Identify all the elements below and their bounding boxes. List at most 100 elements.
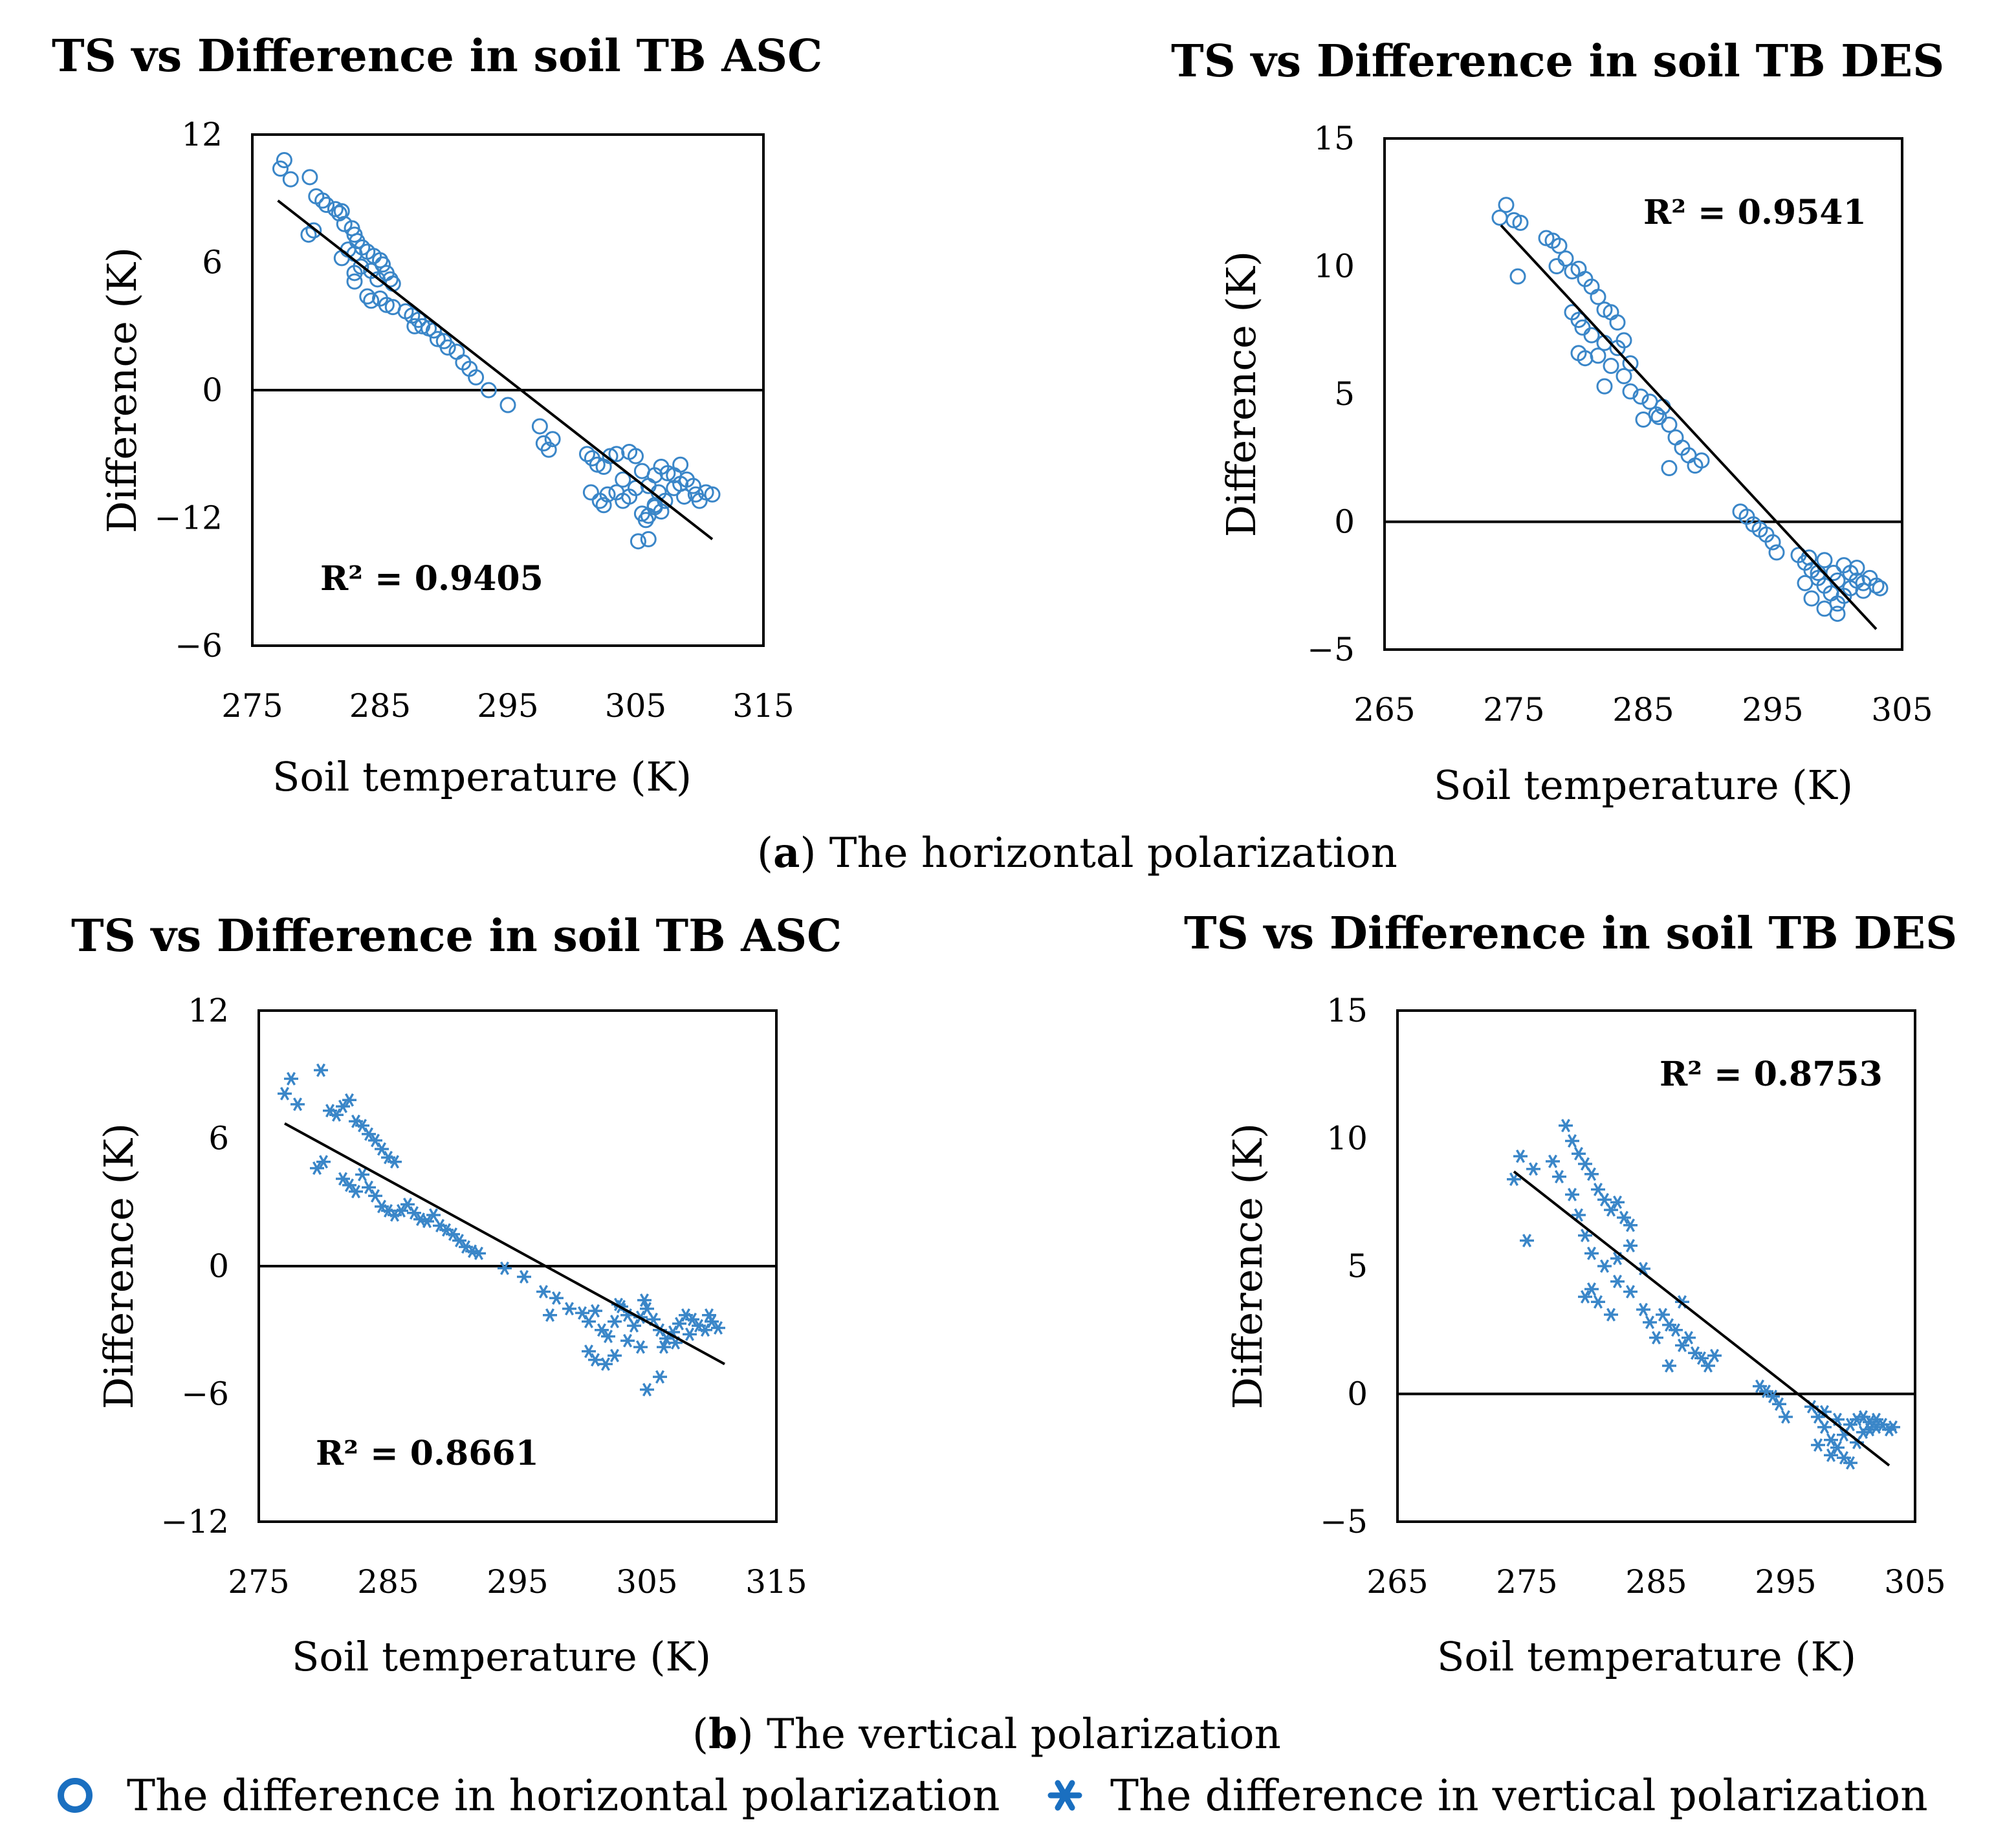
caption-a-letter: a <box>773 829 800 877</box>
data-point-star <box>1604 1203 1618 1217</box>
chart-title: TS vs Difference in soil TB ASC <box>52 30 822 82</box>
trend-line <box>277 199 714 540</box>
y-tick-label: 12 <box>181 116 223 153</box>
data-point-circle <box>646 467 663 484</box>
data-point-star <box>420 1214 434 1229</box>
x-tick-label: 315 <box>732 687 794 725</box>
x-tick-label: 285 <box>357 1563 419 1601</box>
data-point-star <box>640 1383 654 1397</box>
data-point-star <box>314 1063 328 1077</box>
data-point-star <box>342 1093 356 1107</box>
x-tick-label: 295 <box>1755 1563 1816 1601</box>
data-point-circle <box>1872 580 1889 597</box>
data-point-star <box>1565 1187 1579 1201</box>
caption-a: (a) The horizontal polarization <box>757 829 1397 877</box>
data-point-circle <box>615 471 631 488</box>
data-point-star <box>394 1204 408 1218</box>
data-point-circle <box>1632 388 1649 405</box>
data-point-star <box>1623 1285 1638 1298</box>
data-point-circle <box>1650 409 1667 426</box>
data-point-star <box>608 1315 622 1328</box>
data-point-star <box>595 1323 609 1337</box>
data-point-circle <box>1616 367 1632 384</box>
y-tick-label: −6 <box>175 627 223 664</box>
data-point-star <box>582 1344 596 1359</box>
data-point-star <box>1578 1157 1592 1171</box>
data-point-star <box>1578 1229 1592 1243</box>
data-point-circle <box>448 344 465 360</box>
data-point-star <box>1623 1238 1638 1253</box>
caption-a-text: The horizontal polarization <box>829 829 1397 877</box>
data-point-star <box>362 1127 376 1141</box>
data-point-star <box>349 1185 363 1199</box>
data-point-star <box>633 1340 648 1354</box>
caption-b: (b) The vertical polarization <box>692 1710 1281 1758</box>
data-point-circle <box>659 465 676 481</box>
y-tick-label: 0 <box>202 371 223 409</box>
data-point-star <box>329 1108 344 1122</box>
data-point-star <box>1591 1295 1605 1309</box>
y-tick-labels: 15 10 5 0 −5 <box>1307 120 1355 668</box>
data-point-star <box>400 1198 415 1211</box>
data-point-circle <box>697 484 714 501</box>
x-tick-label: 295 <box>477 687 538 725</box>
x-tick-labels: 265 275 285 295 305 <box>1366 1563 1945 1601</box>
data-point-circle <box>704 486 721 503</box>
data-point-star <box>1597 1192 1612 1207</box>
data-point-star <box>362 1180 376 1194</box>
data-point-circle <box>314 192 331 209</box>
data-point-star <box>1636 1302 1650 1317</box>
data-point-circle <box>1583 327 1600 344</box>
data-point-star <box>368 1134 382 1148</box>
data-point-star <box>562 1302 576 1316</box>
data-point-circle <box>327 201 344 217</box>
data-point-circle <box>1661 416 1678 433</box>
data-point-circle <box>595 497 612 514</box>
y-tick-label: 15 <box>1313 120 1355 157</box>
legend-horizontal-label: The difference in horizontal polarizatio… <box>127 1771 1000 1821</box>
data-point-circle <box>1498 197 1515 214</box>
data-point-star <box>1520 1234 1534 1247</box>
data-point-circle <box>578 446 595 463</box>
y-axis-label: Difference (K) <box>1218 251 1265 537</box>
data-point-circle <box>1693 452 1710 469</box>
data-point-star <box>1707 1348 1722 1363</box>
data-point-star <box>1863 1423 1877 1437</box>
y-tick-label: 0 <box>1347 1375 1368 1413</box>
r-squared-label: R² = 0.9405 <box>320 559 543 598</box>
data-point-star <box>1669 1323 1683 1337</box>
x-tick-label: 305 <box>616 1563 677 1601</box>
caption-b-text: The vertical polarization <box>767 1711 1281 1758</box>
data-point-star <box>407 1206 421 1220</box>
data-point-circle <box>1551 237 1568 254</box>
data-point-star <box>588 1353 602 1367</box>
data-point-circle <box>602 448 619 465</box>
data-point-star <box>1682 1331 1696 1345</box>
data-point-circle <box>1590 289 1606 305</box>
scatter-points <box>1507 1119 1900 1470</box>
data-point-circle <box>1603 358 1619 375</box>
data-point-star <box>1610 1195 1625 1209</box>
r-squared-label: R² = 0.8753 <box>1660 1055 1883 1094</box>
data-point-star <box>498 1261 512 1275</box>
data-point-circle <box>439 339 456 356</box>
data-point-circle <box>1596 378 1613 395</box>
data-point-circle <box>1622 355 1639 372</box>
data-point-star <box>608 1348 622 1363</box>
data-point-circle <box>640 531 657 547</box>
data-point-star <box>388 1155 402 1169</box>
y-tick-label: 6 <box>208 1120 229 1157</box>
data-point-circle <box>1825 565 1842 581</box>
data-point-star <box>1526 1162 1540 1176</box>
data-point-circle <box>531 418 548 435</box>
data-point-circle <box>1816 552 1833 569</box>
data-point-star <box>1643 1315 1657 1330</box>
data-point-circle <box>630 533 646 550</box>
data-point-circle <box>468 369 485 386</box>
legend: The difference in horizontal polarizatio… <box>58 1771 1928 1821</box>
data-point-circle <box>499 397 516 413</box>
trend-line <box>284 1122 725 1366</box>
data-point-star <box>672 1317 686 1331</box>
legend-vertical-label: The difference in vertical polarization <box>1110 1771 1928 1821</box>
